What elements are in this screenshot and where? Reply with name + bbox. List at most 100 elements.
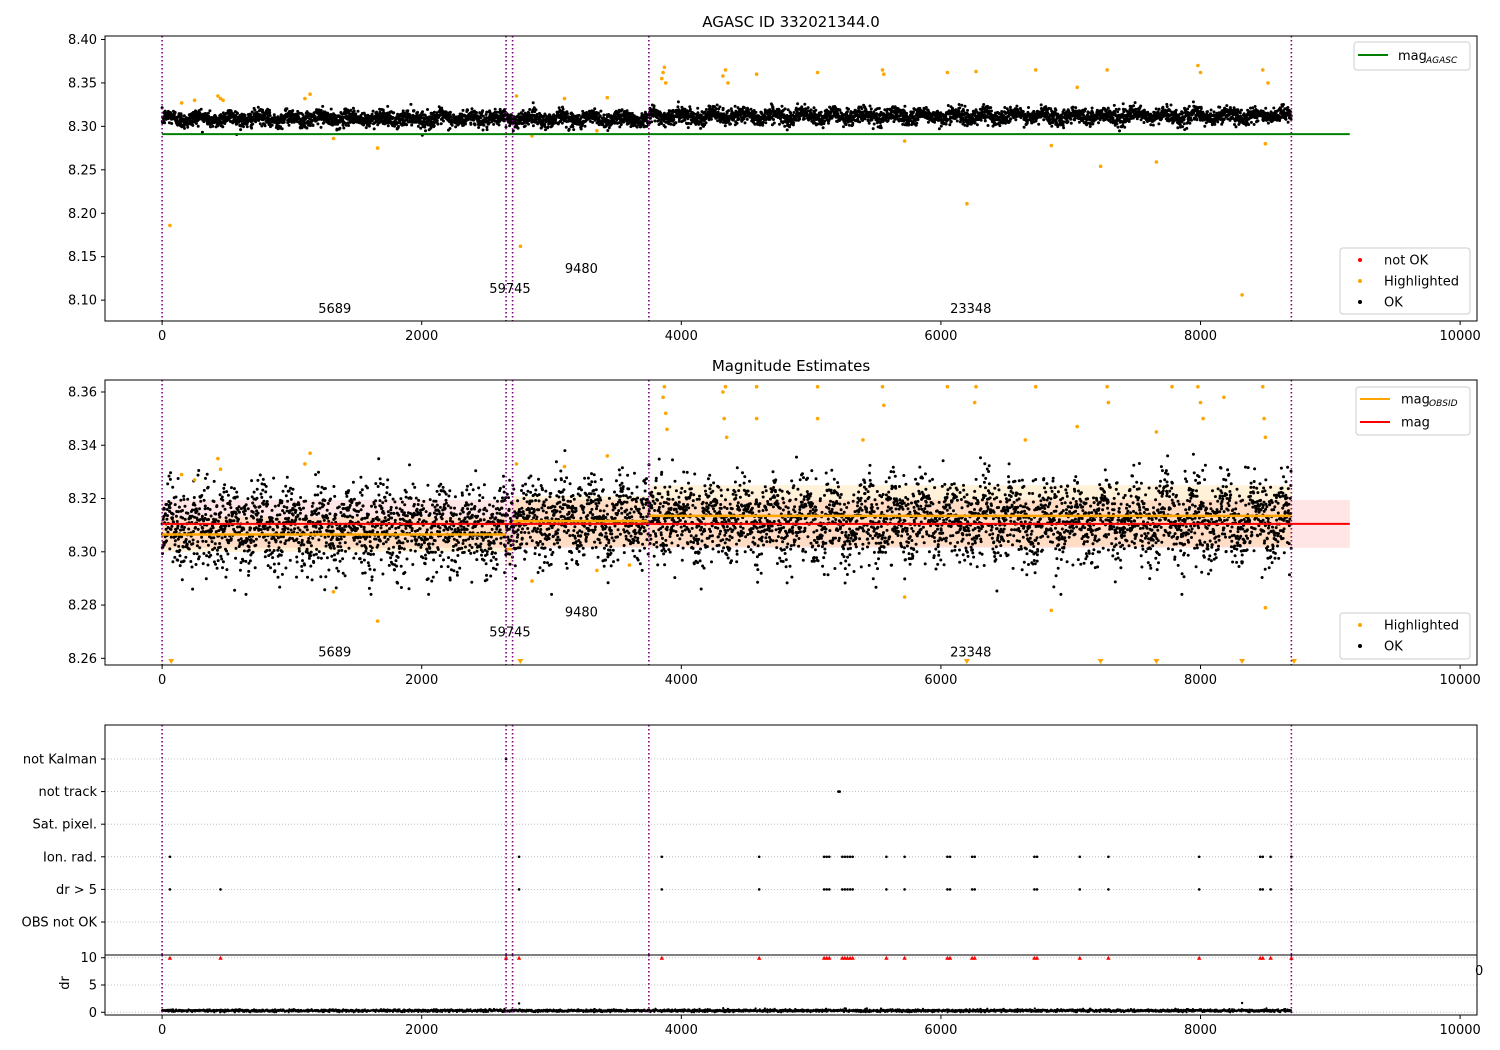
agasc-ok-point bbox=[432, 124, 436, 128]
agasc-ok-point bbox=[498, 107, 502, 111]
agasc-ok-point bbox=[291, 109, 295, 113]
agasc-ok-point bbox=[650, 120, 654, 124]
agasc-ok-point bbox=[939, 124, 943, 128]
agasc-ok-point bbox=[1069, 117, 1073, 121]
agasc-ok-point bbox=[625, 109, 629, 113]
agasc-ok-point bbox=[321, 104, 325, 108]
agasc-ok-point bbox=[860, 107, 864, 111]
agasc-ok-point bbox=[635, 125, 639, 129]
agasc-ok-point bbox=[1083, 107, 1087, 111]
agasc-ok-point bbox=[531, 101, 535, 105]
agasc-ok-point bbox=[979, 118, 983, 122]
agasc-ok-point bbox=[1182, 117, 1186, 121]
agasc-ok-point bbox=[821, 126, 825, 130]
agasc-ok-point bbox=[1174, 108, 1178, 112]
agasc-ok-point bbox=[263, 124, 267, 128]
agasc-ok-point bbox=[528, 108, 532, 111]
agasc-ok-point bbox=[718, 105, 722, 109]
agasc-ok-point bbox=[1056, 125, 1060, 129]
agasc-ok-point bbox=[1123, 125, 1127, 129]
agasc-ok-point bbox=[783, 124, 787, 128]
agasc-ok-point bbox=[660, 122, 664, 125]
agasc-ok-point bbox=[990, 109, 993, 113]
agasc-ok-point bbox=[202, 120, 206, 124]
agasc-ok-point bbox=[200, 130, 204, 134]
agasc-ok-point bbox=[319, 108, 323, 112]
agasc-ok-point bbox=[268, 114, 272, 117]
agasc-ok-point bbox=[179, 114, 183, 118]
agasc-ok-point bbox=[1062, 126, 1066, 130]
agasc-ok-point bbox=[1027, 106, 1030, 109]
agasc-ok-point bbox=[305, 126, 309, 130]
agasc-ok-point bbox=[564, 125, 568, 129]
agasc-ok-point bbox=[234, 114, 238, 117]
agasc-ok-point bbox=[199, 107, 203, 111]
agasc-plot-area bbox=[105, 36, 1477, 321]
agasc-ok-point bbox=[868, 104, 872, 108]
agasc-ok-point bbox=[1054, 108, 1058, 112]
agasc-ok-point bbox=[392, 111, 396, 115]
agasc-ok-point bbox=[819, 110, 823, 114]
agasc-ok-point bbox=[851, 121, 855, 125]
agasc-ok-point bbox=[601, 122, 605, 126]
agasc-ok-point bbox=[442, 119, 445, 123]
agasc-ok-point bbox=[798, 117, 802, 121]
agasc-ok-point bbox=[211, 124, 215, 128]
agasc-ok-point bbox=[572, 128, 576, 132]
agasc-ok-point bbox=[253, 108, 257, 112]
agasc-ok-point bbox=[1149, 123, 1153, 127]
agasc-ok-point bbox=[173, 110, 177, 114]
agasc-ok-point bbox=[699, 126, 703, 130]
agasc-ok-point bbox=[194, 122, 198, 125]
agasc-ok-point bbox=[454, 125, 458, 129]
agasc-ok-point bbox=[493, 107, 497, 111]
agasc-ok-point bbox=[579, 127, 583, 131]
agasc-ok-point bbox=[1191, 100, 1195, 104]
agasc-ok-point bbox=[1002, 114, 1006, 118]
agasc-ok-point bbox=[409, 102, 413, 106]
agasc-ok-point bbox=[347, 124, 351, 127]
agasc-ok-point bbox=[250, 110, 254, 114]
agasc-ok-point bbox=[1074, 106, 1078, 110]
agasc-ok-point bbox=[351, 106, 355, 110]
agasc-ok-point bbox=[704, 121, 708, 125]
agasc-ok-point bbox=[206, 111, 210, 115]
agasc-ok-point bbox=[258, 122, 262, 126]
agasc-ok-point bbox=[674, 121, 678, 125]
agasc-ok-point bbox=[1169, 103, 1173, 107]
agasc-ok-point bbox=[761, 123, 765, 127]
agasc-ok-point bbox=[809, 108, 813, 112]
agasc-ok-point bbox=[405, 123, 409, 127]
agasc-ok-point bbox=[1156, 110, 1160, 114]
agasc-ok-point bbox=[448, 127, 452, 130]
agasc-ok-point bbox=[1022, 125, 1026, 129]
agasc-ok-point bbox=[256, 105, 260, 109]
agasc-ok-point bbox=[948, 123, 952, 127]
agasc-ok-point bbox=[1106, 106, 1110, 110]
agasc-ok-point bbox=[272, 113, 276, 117]
agasc-ok-point bbox=[983, 119, 987, 123]
agasc-ok-point bbox=[1142, 121, 1146, 124]
agasc-ok-point bbox=[482, 123, 486, 127]
agasc-ok-point bbox=[863, 117, 867, 121]
agasc-ok-point bbox=[236, 111, 239, 115]
agasc-ok-point bbox=[686, 126, 690, 130]
agasc-ok-point bbox=[239, 128, 243, 132]
agasc-ok-point bbox=[871, 127, 875, 131]
agasc-ok-point bbox=[742, 106, 746, 110]
agasc-ok-point bbox=[867, 121, 871, 125]
agasc-ok-point bbox=[280, 127, 284, 131]
agasc-ok-point bbox=[492, 122, 496, 126]
agasc-ok-point bbox=[176, 120, 180, 124]
agasc-ok-point bbox=[372, 127, 376, 131]
agasc-ok-point bbox=[364, 126, 368, 130]
agasc-ok-point bbox=[1165, 105, 1169, 109]
agasc-ok-point bbox=[367, 124, 371, 128]
agasc-ok-point bbox=[531, 124, 535, 128]
agasc-ok-point bbox=[733, 104, 737, 108]
agasc-ok-point bbox=[329, 107, 333, 111]
agasc-ok-point bbox=[221, 125, 225, 129]
agasc-ok-point bbox=[786, 108, 790, 112]
agasc-ok-point bbox=[1190, 118, 1193, 122]
